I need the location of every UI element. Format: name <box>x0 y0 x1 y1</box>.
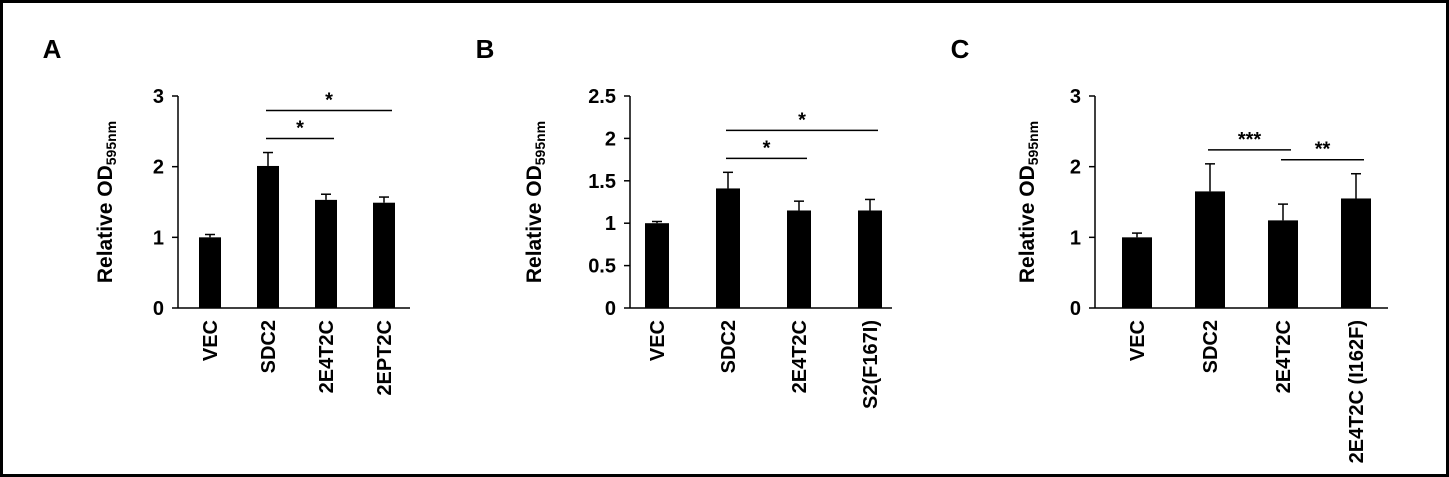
panel-label: A <box>43 34 62 64</box>
y-axis-label: Relative OD595nm <box>94 121 119 283</box>
y-axis-label-main: Relative OD <box>94 165 117 283</box>
x-tick-label: 2EPT2C <box>374 320 396 396</box>
bar <box>716 188 740 308</box>
bar <box>1341 198 1371 308</box>
panel-label: B <box>476 34 495 64</box>
bar <box>1122 237 1152 308</box>
significance-label: * <box>763 137 771 159</box>
y-tick-label: 3 <box>1070 86 1081 108</box>
significance-label: * <box>798 109 806 131</box>
bar <box>315 199 337 308</box>
bar <box>858 210 882 308</box>
x-tick-label: VEC <box>200 320 222 361</box>
y-axis-label: Relative OD595nm <box>523 121 548 283</box>
y-tick-label: 1 <box>605 213 616 235</box>
y-axis-label-main: Relative OD <box>523 165 546 283</box>
bar <box>257 165 279 308</box>
x-tick-label: SDC2 <box>1200 320 1222 373</box>
x-tick-label: 2E4T2C <box>789 320 811 393</box>
y-tick-label: 3 <box>153 86 164 108</box>
y-tick-label: 0 <box>1070 298 1081 320</box>
bar <box>1268 220 1298 308</box>
x-tick-label: 2E4T2C <box>1273 320 1295 393</box>
y-axis-label: Relative OD595nm <box>1016 121 1041 283</box>
x-tick-label: SDC2 <box>258 320 280 373</box>
y-tick-label: 0 <box>605 298 616 320</box>
y-axis-label-subscript: 595nm <box>532 121 548 165</box>
y-tick-label: 2 <box>153 157 164 179</box>
significance-label: * <box>325 90 333 112</box>
y-tick-label: 1 <box>1070 227 1081 249</box>
bar <box>787 210 811 308</box>
significance-label: *** <box>1238 129 1262 151</box>
panel-label: C <box>951 34 970 64</box>
significance-label: * <box>296 118 304 140</box>
y-tick-label: 2.5 <box>588 86 616 108</box>
y-axis-label-main: Relative OD <box>1016 165 1039 283</box>
bar <box>645 223 669 308</box>
y-tick-label: 2 <box>1070 157 1081 179</box>
y-tick-label: 2 <box>605 128 616 150</box>
y-tick-label: 0 <box>153 298 164 320</box>
x-tick-label: 2E4T2C (I162F) <box>1346 320 1368 463</box>
x-tick-label: SDC2 <box>718 320 740 373</box>
y-tick-label: 1 <box>153 227 164 249</box>
bar <box>1195 191 1225 308</box>
y-axis-label-subscript: 595nm <box>103 121 119 165</box>
x-tick-label: VEC <box>647 320 669 361</box>
y-tick-label: 0.5 <box>588 256 616 278</box>
x-tick-label: S2(F167I) <box>860 320 882 409</box>
y-tick-label: 1.5 <box>588 171 616 193</box>
x-tick-label: VEC <box>1127 320 1149 361</box>
significance-label: ** <box>1315 139 1331 161</box>
bar <box>199 237 221 308</box>
bar <box>373 202 395 308</box>
y-axis-label-subscript: 595nm <box>1025 121 1041 165</box>
x-tick-label: 2E4T2C <box>316 320 338 393</box>
